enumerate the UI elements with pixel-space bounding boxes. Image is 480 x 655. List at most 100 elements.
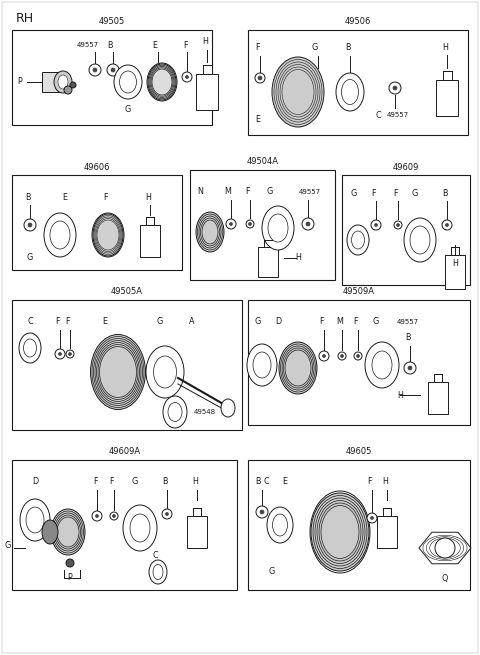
Circle shape [306,222,310,226]
Text: A: A [189,318,195,326]
Circle shape [435,538,455,558]
Text: 49609A: 49609A [108,447,141,457]
Ellipse shape [351,231,364,249]
Text: P: P [18,77,23,86]
Bar [248,460,470,590]
Text: G: G [27,252,33,261]
Text: G: G [5,540,11,550]
Bar [12,460,237,590]
Ellipse shape [311,493,369,571]
Text: 49606: 49606 [84,162,110,172]
Bar [196,74,218,110]
Bar [12,30,212,125]
Text: 49557: 49557 [77,42,99,48]
Text: G: G [125,105,131,115]
Ellipse shape [272,57,324,127]
Text: Q: Q [442,574,448,582]
Text: G: G [132,477,138,487]
Text: E: E [153,41,157,50]
Bar [264,240,272,247]
Text: F: F [256,43,260,52]
Text: F: F [183,41,187,50]
Circle shape [258,76,262,80]
Text: 49557: 49557 [299,189,321,195]
Circle shape [445,223,448,227]
Text: B: B [345,43,351,52]
Circle shape [338,352,346,360]
Circle shape [89,64,101,76]
Bar [258,247,278,277]
Ellipse shape [262,206,294,250]
Circle shape [389,82,401,94]
Text: F: F [56,318,60,326]
Circle shape [162,509,172,519]
Circle shape [69,352,72,356]
Circle shape [24,219,36,231]
Circle shape [112,514,116,517]
Circle shape [229,223,232,225]
Circle shape [302,218,314,230]
Text: B: B [107,41,113,50]
Ellipse shape [58,75,68,89]
Ellipse shape [50,221,70,249]
Text: 49505A: 49505A [111,288,143,297]
Ellipse shape [168,403,182,422]
Ellipse shape [341,79,359,105]
Circle shape [340,354,344,358]
Text: H: H [397,390,403,400]
Circle shape [249,223,252,225]
Ellipse shape [221,399,235,417]
Circle shape [260,510,264,514]
Ellipse shape [91,335,145,409]
Text: G: G [412,189,418,198]
Text: 49506: 49506 [345,18,371,26]
Ellipse shape [153,565,163,580]
Ellipse shape [26,507,44,533]
Ellipse shape [273,514,288,536]
Text: H: H [442,43,448,52]
Text: G: G [157,318,163,326]
Ellipse shape [19,333,41,363]
Circle shape [93,68,97,72]
Ellipse shape [24,339,36,357]
Text: 49548: 49548 [194,409,216,415]
Bar [146,217,154,225]
Circle shape [354,352,362,360]
Bar [342,175,470,285]
Circle shape [92,511,102,521]
Circle shape [442,220,452,230]
Text: H: H [452,259,458,267]
Text: H: H [145,193,151,202]
Bar [193,508,201,516]
Circle shape [70,82,76,88]
Circle shape [371,517,373,519]
Circle shape [404,362,416,374]
Text: B: B [405,333,411,343]
Text: F: F [394,189,398,198]
Ellipse shape [372,351,392,379]
Circle shape [28,223,32,227]
Text: F: F [372,189,376,198]
Ellipse shape [267,507,293,543]
Text: H: H [192,477,198,487]
Text: 49505: 49505 [99,18,125,26]
Text: D: D [275,318,281,326]
Circle shape [246,220,254,228]
Bar [140,225,160,257]
Text: C: C [375,111,381,119]
Circle shape [357,354,360,358]
Text: F: F [110,477,114,487]
Circle shape [182,72,192,82]
Circle shape [408,366,412,370]
Circle shape [393,86,397,90]
Bar [451,247,459,255]
Circle shape [64,86,72,94]
Text: F: F [66,318,70,326]
Circle shape [367,513,377,523]
Text: G: G [269,567,275,576]
Bar [42,72,62,92]
Bar [436,80,458,116]
Text: M: M [225,187,231,196]
Circle shape [107,64,119,76]
Bar [443,71,452,80]
